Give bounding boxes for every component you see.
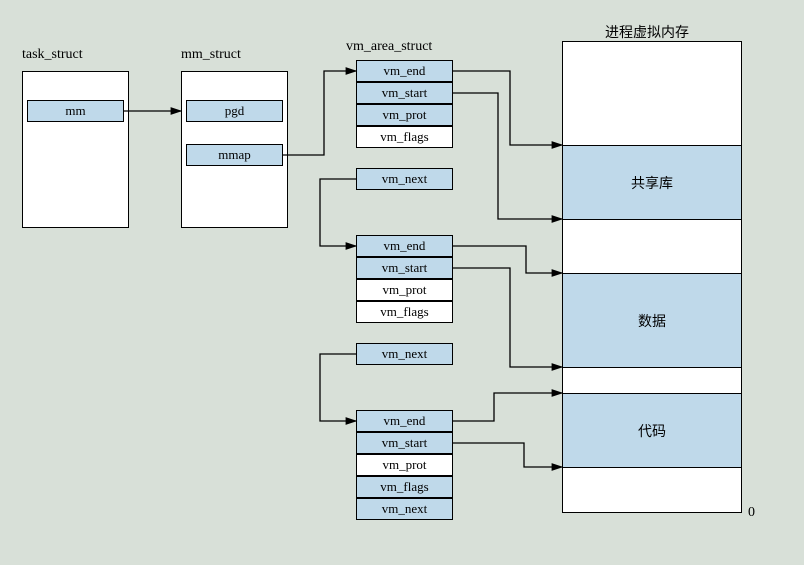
- vma-0-vm-flags: vm_flags: [356, 126, 453, 148]
- vma-0-vm-end: vm_end: [356, 60, 453, 82]
- vma-2-vm-next: vm_next: [356, 498, 453, 520]
- task-struct-label: task_struct: [22, 47, 83, 63]
- mem-region-5: 代码: [562, 393, 742, 467]
- vma-0-vm-prot: vm_prot: [356, 104, 453, 126]
- task-struct-field-mm: mm: [27, 100, 124, 122]
- memory-title: 进程虚拟内存: [605, 22, 689, 42]
- task-struct-box: [22, 71, 129, 228]
- vma-1-vm-next: vm_next: [356, 343, 453, 365]
- mm-struct-label: mm_struct: [181, 47, 241, 63]
- mem-region-0: [562, 41, 742, 145]
- vma-2-vm-start: vm_start: [356, 432, 453, 454]
- vm-area-struct-label: vm_area_struct: [346, 39, 432, 55]
- mm-struct-field-mmap: mmap: [186, 144, 283, 166]
- mm-struct-field-pgd: pgd: [186, 100, 283, 122]
- mem-region-1: 共享库: [562, 145, 742, 219]
- mem-region-3: 数据: [562, 273, 742, 367]
- vma-1-vm-prot: vm_prot: [356, 279, 453, 301]
- vma-1-vm-end: vm_end: [356, 235, 453, 257]
- mem-region-2: [562, 219, 742, 273]
- vma-1-vm-start: vm_start: [356, 257, 453, 279]
- vma-2-vm-flags: vm_flags: [356, 476, 453, 498]
- vma-0-vm-start: vm_start: [356, 82, 453, 104]
- vma-1-vm-flags: vm_flags: [356, 301, 453, 323]
- memory-zero-label: 0: [748, 505, 755, 521]
- vma-0-vm-next: vm_next: [356, 168, 453, 190]
- vma-2-vm-end: vm_end: [356, 410, 453, 432]
- mem-region-6: [562, 467, 742, 513]
- vma-2-vm-prot: vm_prot: [356, 454, 453, 476]
- mem-region-4: [562, 367, 742, 393]
